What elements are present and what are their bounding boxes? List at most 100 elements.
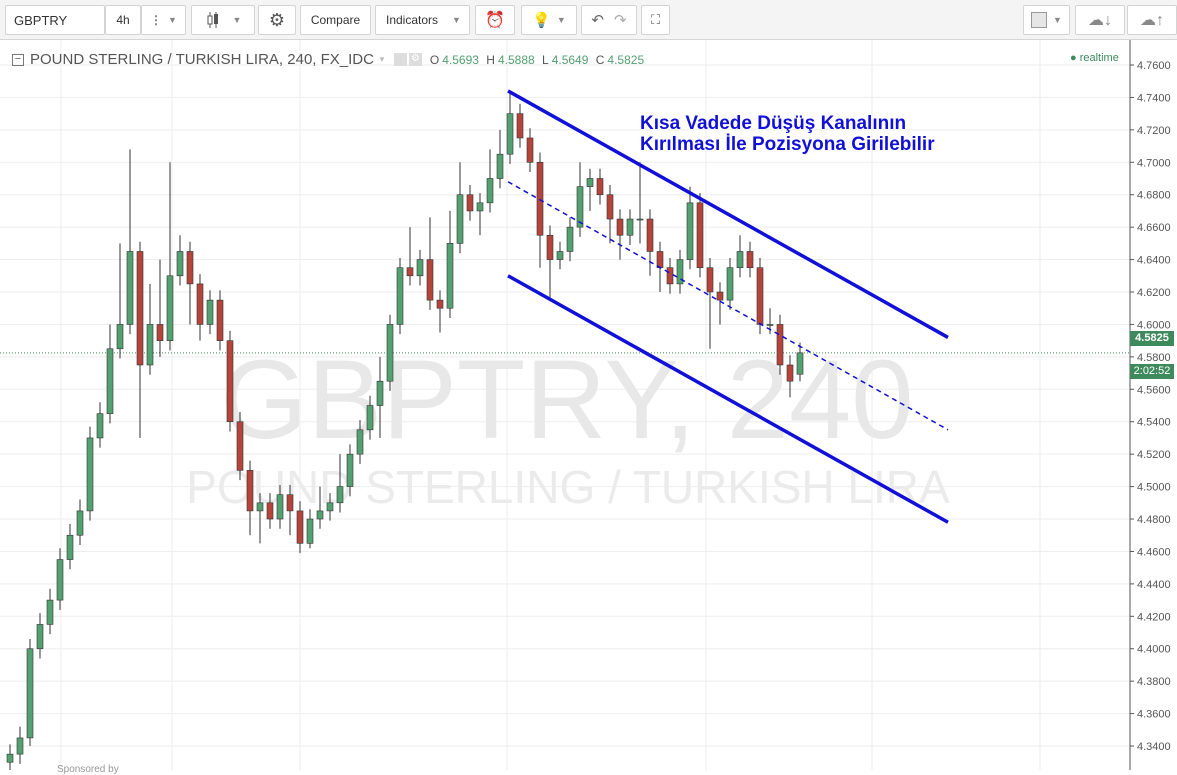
- interval-button[interactable]: 4h: [105, 5, 141, 35]
- price-axis[interactable]: 4.3400 4.3600 4.3800 4.4000 4.4200 4.4400 4.46…: [1130, 60, 1171, 753]
- candle-body: [716, 291, 724, 301]
- candle-body: [246, 470, 254, 512]
- candle: [796, 342, 804, 382]
- settings-button[interactable]: ⚙: [258, 5, 296, 35]
- candle: [716, 282, 724, 325]
- price-chart[interactable]: GBPTRY, 240 POUND STERLING / TURKISH LIR…: [0, 40, 1177, 770]
- candle-body: [326, 502, 334, 512]
- candle: [606, 184, 614, 244]
- redo-icon[interactable]: ↷: [614, 12, 627, 29]
- candle: [336, 454, 344, 513]
- indicators-button[interactable]: Indicators ▼: [375, 5, 470, 35]
- axis-tick-label: 4.4200: [1137, 611, 1171, 623]
- candle: [176, 235, 184, 286]
- candle-body: [516, 113, 524, 139]
- eye-icon[interactable]: [393, 53, 407, 66]
- candle: [226, 330, 234, 432]
- candle: [36, 613, 44, 659]
- candle-body: [466, 194, 474, 212]
- candle: [286, 484, 294, 536]
- candle: [56, 548, 64, 610]
- save-chart-button[interactable]: ☁↑: [1127, 5, 1177, 35]
- candle-body: [266, 502, 274, 520]
- last-price-label: 4.5825: [1130, 331, 1174, 346]
- candle: [276, 484, 284, 529]
- undo-icon[interactable]: ↶: [591, 12, 604, 29]
- axis-tick-label: 4.6600: [1137, 222, 1171, 234]
- candle-body: [486, 178, 494, 204]
- candle-body: [786, 364, 794, 382]
- axis-tick-label: 4.4800: [1137, 514, 1171, 526]
- candle-body: [606, 194, 614, 220]
- bar-countdown: 2:02:52: [1130, 364, 1174, 379]
- candle-body: [116, 324, 124, 350]
- candle: [156, 259, 164, 357]
- candle: [416, 249, 424, 286]
- candle-body: [436, 299, 444, 309]
- chart-annotation[interactable]: Kısa Vadede Düşüş Kanalının Kırılması İle…: [640, 113, 935, 155]
- candle-body: [526, 137, 534, 163]
- candle-body: [746, 251, 754, 268]
- fullscreen-button[interactable]: ⛶: [641, 5, 670, 35]
- collapse-icon[interactable]: −: [12, 53, 24, 66]
- ideas-button[interactable]: 💡 ▼: [521, 5, 577, 35]
- candle: [266, 493, 274, 529]
- realtime-label: realtime: [1079, 52, 1119, 64]
- candle: [546, 225, 554, 301]
- candle-body: [146, 324, 154, 366]
- ohlc-values: O 4.5693 H 4.5888 L 4.5649 C 4.5825: [430, 53, 648, 67]
- chevron-down-icon: ▼: [452, 15, 461, 25]
- candle-body: [376, 380, 384, 406]
- candle-body: [196, 283, 204, 325]
- axis-tick-label: 4.5800: [1137, 352, 1171, 364]
- candle-body: [776, 324, 784, 366]
- candle-body: [416, 259, 424, 277]
- candle: [96, 402, 104, 448]
- channel-midline[interactable]: [507, 181, 949, 431]
- candle: [456, 162, 464, 254]
- fullscreen-icon: ⛶: [650, 12, 661, 27]
- candle: [686, 186, 694, 270]
- channel-line[interactable]: [507, 89, 949, 339]
- trendlines[interactable]: [507, 89, 949, 524]
- candle: [296, 501, 304, 554]
- candle: [636, 162, 644, 244]
- symbol-input[interactable]: GBPTRY: [5, 5, 105, 35]
- axis-tick-label: 4.4400: [1137, 579, 1171, 591]
- channel-line[interactable]: [507, 274, 949, 524]
- axis-tick-label: 4.5000: [1137, 482, 1171, 494]
- layout-button[interactable]: ▼: [1023, 5, 1070, 35]
- chevron-down-icon[interactable]: ▼: [377, 55, 386, 64]
- candle: [26, 639, 34, 747]
- candles-icon: [207, 12, 218, 28]
- candle: [206, 290, 214, 335]
- series-title[interactable]: POUND STERLING / TURKISH LIRA, 240, FX_I…: [30, 51, 374, 68]
- candle: [696, 193, 704, 278]
- axis-tick-label: 4.4000: [1137, 644, 1171, 656]
- axis-tick-label: 4.7200: [1137, 125, 1171, 137]
- candle-body: [276, 494, 284, 520]
- candle: [756, 257, 764, 335]
- interval-menu-button[interactable]: ⋮ ▼: [141, 5, 186, 35]
- gear-icon[interactable]: ⚙: [408, 53, 422, 66]
- candle-body: [556, 251, 564, 260]
- alert-button[interactable]: ⏰: [475, 5, 515, 35]
- bar-style-button[interactable]: ▼: [191, 5, 255, 35]
- candle: [246, 460, 254, 536]
- toolbar: GBPTRY 4h ⋮ ▼ ▼ ⚙ Compare Indicators ▼ ⏰ 💡…: [0, 0, 1177, 40]
- candle-body: [426, 259, 434, 301]
- load-chart-button[interactable]: ☁↓: [1075, 5, 1125, 35]
- compare-button[interactable]: Compare: [300, 5, 371, 35]
- grid: [0, 40, 1130, 770]
- more-vertical-icon: ⋮: [150, 13, 163, 27]
- axis-tick-label: 4.5200: [1137, 449, 1171, 461]
- candle-body: [726, 267, 734, 301]
- candle: [526, 128, 534, 173]
- candle-body: [96, 413, 104, 439]
- candle-body: [676, 259, 684, 285]
- chevron-down-icon: ▼: [1053, 15, 1062, 25]
- open-value: 4.5693: [442, 52, 479, 67]
- candle-body: [696, 202, 704, 268]
- compare-label: Compare: [310, 13, 361, 27]
- axis-tick-label: 4.3600: [1137, 709, 1171, 721]
